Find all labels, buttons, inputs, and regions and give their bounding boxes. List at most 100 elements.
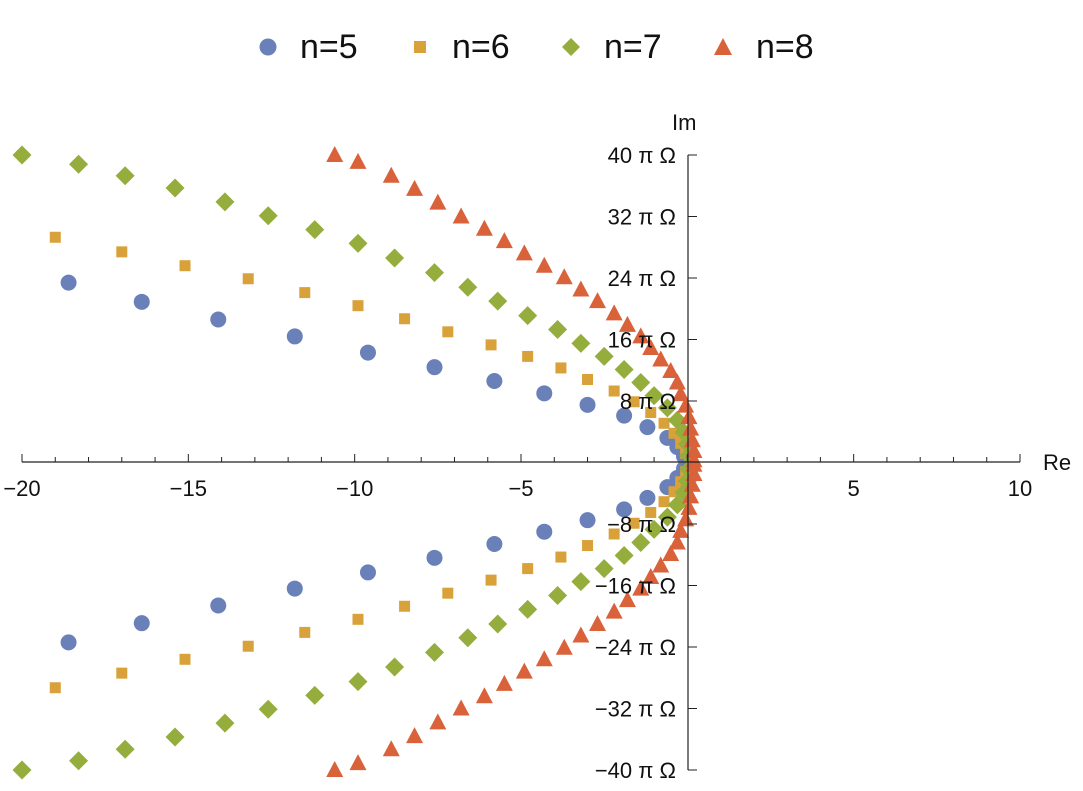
point-n=5	[133, 293, 150, 310]
point-n=6	[242, 273, 254, 285]
point-n=6	[299, 626, 311, 638]
point-n=5	[359, 344, 376, 361]
point-n=8	[326, 146, 344, 162]
point-n=7	[488, 291, 508, 311]
point-n=8	[535, 256, 553, 273]
point-n=7	[594, 559, 614, 579]
y-tick-label: −32 π Ω	[595, 697, 676, 722]
y-tick-label: −40 π Ω	[595, 758, 676, 783]
legend-item-n5: n=5	[258, 22, 358, 72]
point-n=7	[385, 657, 405, 677]
point-n=7	[165, 178, 185, 198]
point-n=6	[555, 551, 567, 563]
point-n=8	[349, 152, 367, 169]
point-n=8	[452, 699, 470, 716]
point-n=6	[242, 640, 254, 652]
x-tick-label: −20	[3, 476, 40, 501]
point-n=5	[536, 523, 553, 540]
point-n=8	[406, 727, 424, 744]
point-n=7	[115, 739, 135, 759]
y-tick-label: −16 π Ω	[595, 574, 676, 599]
y-tick-label: 40 π Ω	[608, 143, 676, 168]
x-tick-label: 10	[1008, 476, 1032, 501]
point-n=8	[685, 465, 703, 482]
point-n=8	[677, 510, 695, 527]
point-n=6	[555, 362, 567, 374]
point-n=8	[572, 626, 590, 643]
point-n=7	[594, 346, 614, 366]
point-n=8	[349, 754, 367, 771]
point-n=5	[639, 489, 656, 506]
points-layer	[12, 145, 703, 780]
point-n=7	[115, 166, 135, 186]
point-n=8	[535, 650, 553, 667]
legend-label: n=6	[452, 27, 510, 66]
point-n=7	[425, 642, 445, 662]
point-n=7	[258, 206, 278, 226]
point-n=8	[429, 713, 447, 730]
point-n=8	[605, 602, 623, 619]
legend-item-n7: n=7	[560, 22, 662, 72]
y-tick-label: −8 π Ω	[607, 512, 676, 537]
point-n=7	[571, 333, 591, 353]
point-n=5	[359, 564, 376, 581]
point-n=5	[579, 396, 596, 413]
point-n=6	[645, 506, 657, 518]
point-n=6	[399, 313, 411, 325]
point-n=6	[628, 517, 640, 529]
point-n=6	[582, 540, 594, 552]
point-n=6	[582, 373, 594, 385]
point-n=8	[495, 674, 513, 691]
point-n=7	[644, 519, 664, 539]
point-n=6	[645, 407, 657, 419]
x-tick-label: −10	[336, 476, 373, 501]
point-n=8	[668, 373, 686, 390]
point-n=7	[614, 546, 634, 566]
point-n=5	[60, 634, 77, 651]
point-n=5	[536, 385, 553, 402]
point-n=6	[352, 613, 364, 625]
point-n=8	[662, 544, 680, 561]
point-n=6	[485, 574, 497, 586]
point-n=7	[69, 154, 89, 174]
point-n=6	[442, 326, 454, 338]
point-n=6	[522, 563, 534, 575]
point-n=6	[522, 350, 534, 362]
point-n=8	[618, 591, 636, 608]
point-n=5	[60, 274, 77, 291]
y-tick-label: 24 π Ω	[608, 266, 676, 291]
point-n=7	[571, 572, 591, 592]
point-n=8	[555, 268, 573, 285]
point-n=6	[179, 653, 191, 665]
legend-label: n=5	[300, 27, 358, 66]
point-n=7	[12, 760, 32, 780]
y-tick-label: 16 π Ω	[608, 328, 676, 353]
point-n=6	[658, 496, 670, 508]
point-n=6	[179, 260, 191, 272]
point-n=7	[657, 398, 677, 418]
axes-layer: −20 −15 −10 −5 5 10 −40 π Ω −32 π Ω −24 π Ω −16 π…	[3, 110, 1071, 783]
point-n=7	[614, 359, 634, 379]
point-n=6	[352, 300, 364, 312]
point-n=8	[672, 521, 690, 538]
point-n=7	[548, 585, 568, 605]
legend-label: n=7	[604, 27, 662, 66]
point-n=8	[685, 441, 703, 458]
point-n=5	[486, 373, 503, 390]
point-n=8	[605, 304, 623, 321]
point-n=6	[49, 231, 61, 243]
point-n=8	[652, 350, 670, 367]
point-n=8	[382, 740, 400, 757]
point-n=5	[616, 407, 633, 424]
point-n=7	[215, 192, 235, 212]
point-n=8	[682, 487, 700, 504]
point-n=6	[668, 427, 680, 439]
point-n=6	[49, 682, 61, 694]
point-n=8	[672, 385, 690, 402]
point-n=8	[618, 315, 636, 332]
x-tick-label: −15	[170, 476, 207, 501]
point-n=5	[210, 311, 227, 328]
point-n=8	[452, 207, 470, 224]
point-n=5	[579, 512, 596, 529]
